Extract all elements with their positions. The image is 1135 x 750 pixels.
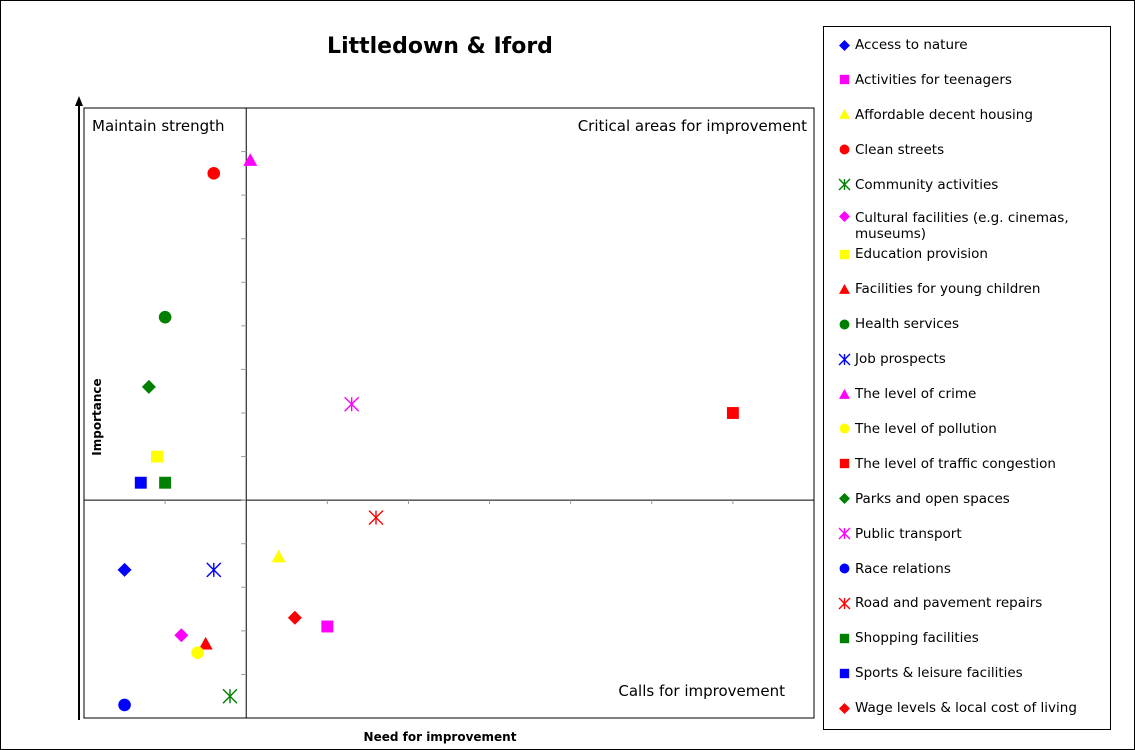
legend-label: Facilities for young children [855, 281, 1041, 298]
legend-item-parks-and-open-spaces: Parks and open spaces [838, 489, 1010, 509]
legend-label: Access to nature [855, 37, 968, 53]
square-marker-icon [839, 633, 850, 643]
legend-item-activities-for-teenagers: Activities for teenagers [838, 70, 1012, 90]
quadrant-label-calls-for-improvement: Calls for improvement [618, 682, 785, 700]
legend-item-cultural-facilities-e-g-cinemas-museums: Cultural facilities (e.g. cinemas, museu… [838, 210, 1088, 242]
square-marker-icon [839, 75, 850, 85]
point-shopping-facilities [159, 476, 172, 489]
circle-marker-icon [839, 563, 850, 574]
legend-item-affordable-decent-housing: Affordable decent housing [838, 105, 1033, 125]
point-facilities-for-young-children [198, 636, 213, 650]
star-marker-icon [838, 353, 851, 366]
legend-label: Education provision [855, 246, 988, 263]
chart-title: Littledown & Iford [327, 34, 553, 59]
circle-marker-icon [839, 423, 850, 434]
legend-item-public-transport: Public transport [838, 524, 962, 544]
legend-label: Sports & leisure facilities [855, 665, 1023, 682]
legend-item-road-and-pavement-repairs: Road and pavement repairs [838, 593, 1042, 613]
legend-item-health-services: Health services [838, 314, 959, 334]
star-marker-icon [838, 527, 851, 540]
legend-label: The level of traffic congestion [855, 455, 1056, 472]
legend-item-clean-streets: Clean streets [838, 140, 944, 160]
point-cultural-facilities-e-g-cinemas-museums [174, 628, 189, 643]
point-sports-leisure-facilities [134, 476, 147, 489]
point-job-prospects [206, 562, 222, 578]
triangle-marker-icon [839, 388, 850, 399]
legend-item-the-level-of-crime: The level of crime [838, 384, 976, 404]
triangle-marker-icon [839, 109, 850, 120]
point-activities-for-teenagers [321, 620, 334, 633]
legend-item-race-relations: Race relations [838, 559, 951, 579]
legend-label: Clean streets [855, 141, 945, 158]
legend-label: Shopping facilities [855, 630, 979, 647]
point-the-level-of-crime [243, 153, 258, 166]
square-marker-icon [839, 459, 850, 469]
legend-item-education-provision: Education provision [838, 244, 988, 264]
square-marker-icon [839, 668, 850, 678]
x-axis-label: Need for improvement [363, 730, 517, 744]
point-parks-and-open-spaces [141, 379, 156, 394]
y-axis-arrow-head [75, 96, 83, 106]
point-affordable-decent-housing [271, 549, 286, 563]
legend-label: Parks and open spaces [855, 490, 1010, 507]
legend-label: Race relations [855, 560, 951, 577]
star-marker-icon [838, 178, 851, 191]
legend-item-wage-levels-local-cost-of-living: Wage levels & local cost of living [838, 698, 1077, 718]
star-marker-icon [838, 597, 851, 610]
point-the-level-of-traffic-congestion [726, 407, 739, 419]
legend-label: Community activities [855, 176, 999, 193]
legend-label: The level of pollution [855, 420, 997, 437]
point-clean-streets [207, 167, 221, 180]
point-health-services [158, 310, 172, 324]
diamond-marker-icon [839, 39, 850, 51]
diamond-marker-icon [839, 493, 850, 505]
chart-legend: Access to nature Activities for teenagers… [823, 26, 1111, 730]
point-public-transport [344, 396, 360, 412]
circle-marker-icon [839, 319, 850, 330]
quadrant-label-maintain-strength: Maintain strength [92, 117, 225, 135]
point-education-provision [151, 450, 163, 463]
legend-item-the-level-of-traffic-congestion: The level of traffic congestion [838, 454, 1056, 474]
legend-label: Affordable decent housing [855, 106, 1033, 123]
triangle-marker-icon [839, 283, 850, 294]
legend-label: Job prospects [855, 351, 946, 368]
legend-item-community-activities: Community activities [838, 175, 998, 195]
data-marks-group [117, 153, 739, 712]
circle-marker-icon [839, 144, 850, 155]
legend-label: Cultural facilities (e.g. cinemas, museu… [855, 209, 1069, 242]
point-community-activities [222, 688, 238, 704]
legend-label: The level of crime [855, 386, 977, 402]
point-road-and-pavement-repairs [368, 510, 384, 526]
y-axis-label: Importance [90, 378, 104, 456]
axes-group [75, 96, 815, 720]
diamond-marker-icon [839, 210, 850, 222]
legend-item-the-level-of-pollution: The level of pollution [838, 419, 997, 439]
legend-item-sports-leisure-facilities: Sports & leisure facilities [838, 663, 1023, 683]
point-race-relations [118, 698, 131, 712]
point-access-to-nature [117, 562, 132, 577]
legend-item-facilities-for-young-children: Facilities for young children [838, 279, 1040, 299]
legend-item-access-to-nature: Access to nature [838, 35, 968, 55]
legend-label: Activities for teenagers [855, 71, 1012, 88]
legend-item-shopping-facilities: Shopping facilities [838, 628, 979, 648]
plot-area [83, 107, 815, 719]
diamond-marker-icon [839, 702, 850, 714]
point-wage-levels-local-cost-of-living [287, 610, 302, 625]
legend-label: Health services [855, 316, 960, 333]
legend-label: Public transport [855, 525, 962, 542]
legend-label: Wage levels & local cost of living [855, 700, 1077, 717]
point-the-level-of-pollution [191, 646, 204, 659]
quadrant-label-critical-areas: Critical areas for improvement [577, 117, 807, 135]
legend-label: Road and pavement repairs [855, 595, 1043, 612]
square-marker-icon [839, 249, 850, 260]
legend-item-job-prospects: Job prospects [838, 349, 946, 369]
